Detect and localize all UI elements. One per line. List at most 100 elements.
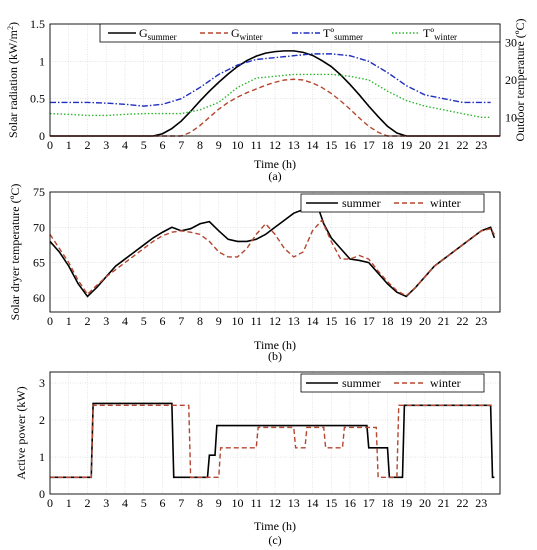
legend-label: winter [430,196,461,210]
series-line-winter-left [50,78,500,137]
x-tick-label: 19 [400,496,412,510]
x-tick-label: 15 [325,314,337,328]
x-tick-label: 9 [216,496,222,510]
x-tick-label: 14 [307,314,319,328]
legend: Gsummer Gwinter Tºsummer Tºwinter [99,23,501,43]
panel-b: 0 1 2 3 4 5 6 7 8 9 10 11 12 13 14 15 16 17 18 19 20 21 22 2360… [8,184,501,363]
x-tick-label: 21 [438,138,450,152]
series-line-summer [50,402,495,479]
plot-frame [49,191,501,313]
plot-frame [49,371,501,495]
x-tick-label: 11 [250,314,262,328]
y-tick-label: 65 [33,256,45,270]
x-tick-label: 8 [197,314,203,328]
x-tick-label: 21 [438,496,450,510]
y-tick-label: 1 [39,450,45,464]
x-tick-label: 2 [85,314,91,328]
x-tick-label: 6 [160,314,166,328]
x-tick-label: 13 [288,314,300,328]
x-tick-label: 1 [66,314,72,328]
x-tick-label: 10 [232,314,244,328]
x-tick-label: 22 [457,138,469,152]
x-tick-label: 11 [250,496,262,510]
x-tick-label: 12 [269,496,281,510]
x-tick-label: 0 [47,496,53,510]
x-tick-label: 23 [475,314,487,328]
x-tick-label: 19 [400,138,412,152]
x-axis-title: Time (h) [254,157,296,171]
x-tick-label: 4 [122,496,128,510]
x-tick-label: 7 [178,138,184,152]
x-tick-label: 3 [103,138,109,152]
panel-caption: (a) [268,169,281,183]
y-tick-label: 0 [39,129,45,143]
x-tick-label: 23 [475,138,487,152]
x-tick-label: 2 [85,496,91,510]
y-axis-title-right: Outdoor temperature (ºC) [513,18,527,141]
x-tick-label: 9 [216,138,222,152]
legend-box [300,373,485,393]
x-tick-label: 20 [419,314,431,328]
x-tick-label: 7 [178,314,184,328]
x-tick-label: 0 [47,138,53,152]
y-tick-label-right: 10 [505,110,517,124]
legend-label: summer [342,196,381,210]
panel-c: 0 1 2 3 4 5 6 7 8 9 10 11 12 13 14 15 16 17 18 19 20 21 22 2301… [14,371,501,547]
x-tick-label: 6 [160,138,166,152]
x-tick-label: 11 [250,138,262,152]
x-tick-label: 4 [122,314,128,328]
x-tick-label: 8 [197,138,203,152]
x-tick-label: 15 [325,138,337,152]
x-tick-label: 12 [269,138,281,152]
x-tick-label: 19 [400,314,412,328]
x-tick-label: 16 [344,496,356,510]
x-tick-label: 4 [122,138,128,152]
x-tick-label: 14 [307,496,319,510]
series-line-winter [50,404,495,479]
series-line-summer-right [50,53,491,107]
y-tick-label: 2 [39,413,45,427]
x-tick-label: 0 [47,314,53,328]
x-tick-label: 20 [419,496,431,510]
legend: summer winter [300,373,485,393]
x-tick-label: 18 [382,138,394,152]
x-tick-label: 1 [66,496,72,510]
x-tick-label: 10 [232,496,244,510]
legend-label: Gsummer [139,26,177,42]
x-tick-label: 22 [457,314,469,328]
x-tick-label: 12 [269,314,281,328]
x-tick-label: 8 [197,496,203,510]
x-tick-label: 17 [363,138,375,152]
x-tick-label: 16 [344,314,356,328]
y-axis-title-left: Solar radiation (kW/m2) [6,22,20,138]
legend-label: Tºwinter [423,26,457,42]
x-tick-label: 5 [141,138,147,152]
x-tick-label: 10 [232,138,244,152]
x-tick-label: 2 [85,138,91,152]
series-line-winter [49,218,495,297]
y-tick-label: 0.5 [30,92,45,106]
x-tick-label: 5 [141,496,147,510]
series-line-summer [49,206,496,298]
y-tick-label: 0 [39,487,45,501]
x-axis-title: Time (h) [254,519,296,533]
x-tick-label: 22 [457,496,469,510]
x-tick-label: 15 [325,496,337,510]
x-tick-label: 18 [382,496,394,510]
legend-label: Gwinter [231,26,263,42]
x-tick-label: 7 [178,496,184,510]
x-tick-label: 20 [419,138,431,152]
x-tick-label: 1 [66,138,72,152]
legend-label: summer [342,376,381,390]
x-tick-label: 3 [103,496,109,510]
legend-box [300,193,485,213]
legend-label: winter [430,376,461,390]
y-tick-label: 75 [33,185,45,199]
x-tick-label: 6 [160,496,166,510]
panel-a: 0 1 2 3 4 5 6 7 8 9 10 11 12 13 14 15 16 17 18 19 20 21 22 2300… [6,17,527,183]
legend-label: Tºsummer [323,26,363,42]
x-tick-label: 3 [103,314,109,328]
series-line-summer-left [50,50,500,137]
